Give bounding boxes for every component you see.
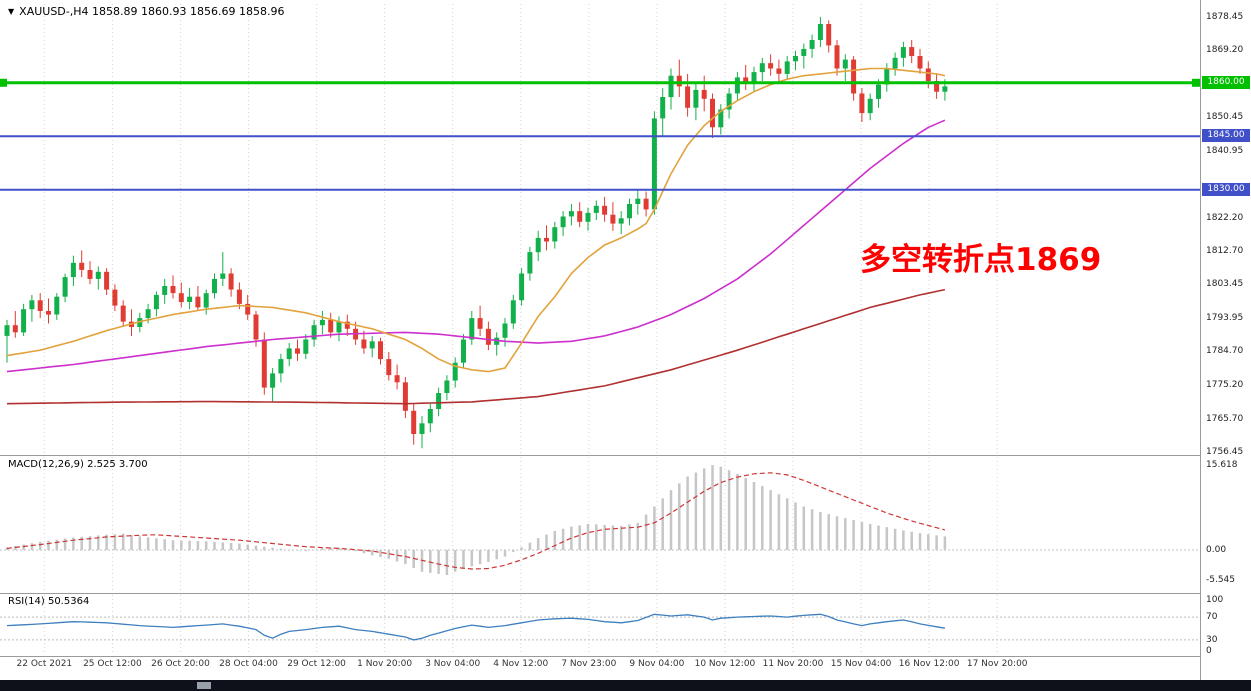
time-axis-label: 26 Oct 20:00 xyxy=(151,659,210,669)
price-axis-label: 1784.70 xyxy=(1206,346,1244,357)
annotation-text[interactable]: 多空转折点1869 xyxy=(860,242,1102,278)
time-axis-label: 25 Oct 12:00 xyxy=(83,659,142,669)
price-axis-label: 1812.70 xyxy=(1206,246,1244,257)
symbol-ohlc-text: XAUUSD-,H4 1858.89 1860.93 1856.69 1858.… xyxy=(19,5,285,18)
macd-axis-label: 15.618 xyxy=(1206,460,1238,471)
time-axis-label: 9 Nov 04:00 xyxy=(629,659,685,669)
price-axis-label: 1765.70 xyxy=(1206,414,1244,425)
time-axis-label: 29 Oct 12:00 xyxy=(287,659,346,669)
taskbar xyxy=(0,680,1251,691)
price-axis-label: 1850.45 xyxy=(1206,111,1244,122)
rsi-axis-label: 0 xyxy=(1206,646,1212,656)
time-axis-label: 10 Nov 12:00 xyxy=(694,659,756,669)
time-axis-label: 17 Nov 20:00 xyxy=(966,659,1028,669)
price-axis-label: 1775.20 xyxy=(1206,380,1244,391)
taskbar-item[interactable] xyxy=(197,682,211,689)
price-tag-1860.00: 1860.00 xyxy=(1202,75,1250,89)
price-tag-1830.00: 1830.00 xyxy=(1202,182,1250,196)
time-axis[interactable]: 22 Oct 2021 25 Oct 12:00 26 Oct 20:00 28 Oc… xyxy=(0,659,1200,677)
price-axis-label: 1803.45 xyxy=(1206,279,1244,290)
macd-axis-label: 0.00 xyxy=(1206,545,1227,555)
time-axis-label: 28 Oct 04:00 xyxy=(219,659,278,669)
time-axis-label: 7 Nov 23:00 xyxy=(561,659,617,669)
rsi-axis-label: 70 xyxy=(1206,612,1218,623)
collapse-triangle-icon[interactable]: ▼ xyxy=(8,7,15,16)
macd-indicator-label: MACD(12,26,9) 2.525 3.700 xyxy=(8,459,148,470)
price-axis-label: 1756.45 xyxy=(1206,447,1244,457)
price-axis[interactable]: 1878.45 1869.20 1850.45 1840.95 1822.20 1812.… xyxy=(1201,0,1251,680)
macd-axis-label: -5.545 xyxy=(1206,575,1236,586)
time-axis-label: 3 Nov 04:00 xyxy=(425,659,481,669)
rsi-axis-label: 30 xyxy=(1206,634,1218,645)
rsi-indicator-label: RSI(14) 50.5364 xyxy=(8,596,90,607)
time-axis-label: 15 Nov 04:00 xyxy=(830,659,892,669)
price-axis-label: 1878.45 xyxy=(1206,12,1244,22)
rsi-axis-label: 100 xyxy=(1206,595,1224,605)
price-axis-label: 1822.20 xyxy=(1206,212,1244,223)
price-tag-1845.00: 1845.00 xyxy=(1202,129,1250,143)
time-axis-label: 4 Nov 12:00 xyxy=(493,659,549,669)
price-axis-label: 1793.95 xyxy=(1206,313,1244,324)
time-axis-label: 11 Nov 20:00 xyxy=(762,659,824,669)
symbol-ohlc-header: ▼ XAUUSD-,H4 1858.89 1860.93 1856.69 185… xyxy=(8,5,284,18)
time-axis-label: 16 Nov 12:00 xyxy=(898,659,960,669)
time-axis-label: 1 Nov 20:00 xyxy=(357,659,413,669)
time-axis-label: 22 Oct 2021 xyxy=(16,659,73,669)
price-axis-label: 1840.95 xyxy=(1206,145,1244,156)
price-axis-label: 1869.20 xyxy=(1206,44,1244,55)
